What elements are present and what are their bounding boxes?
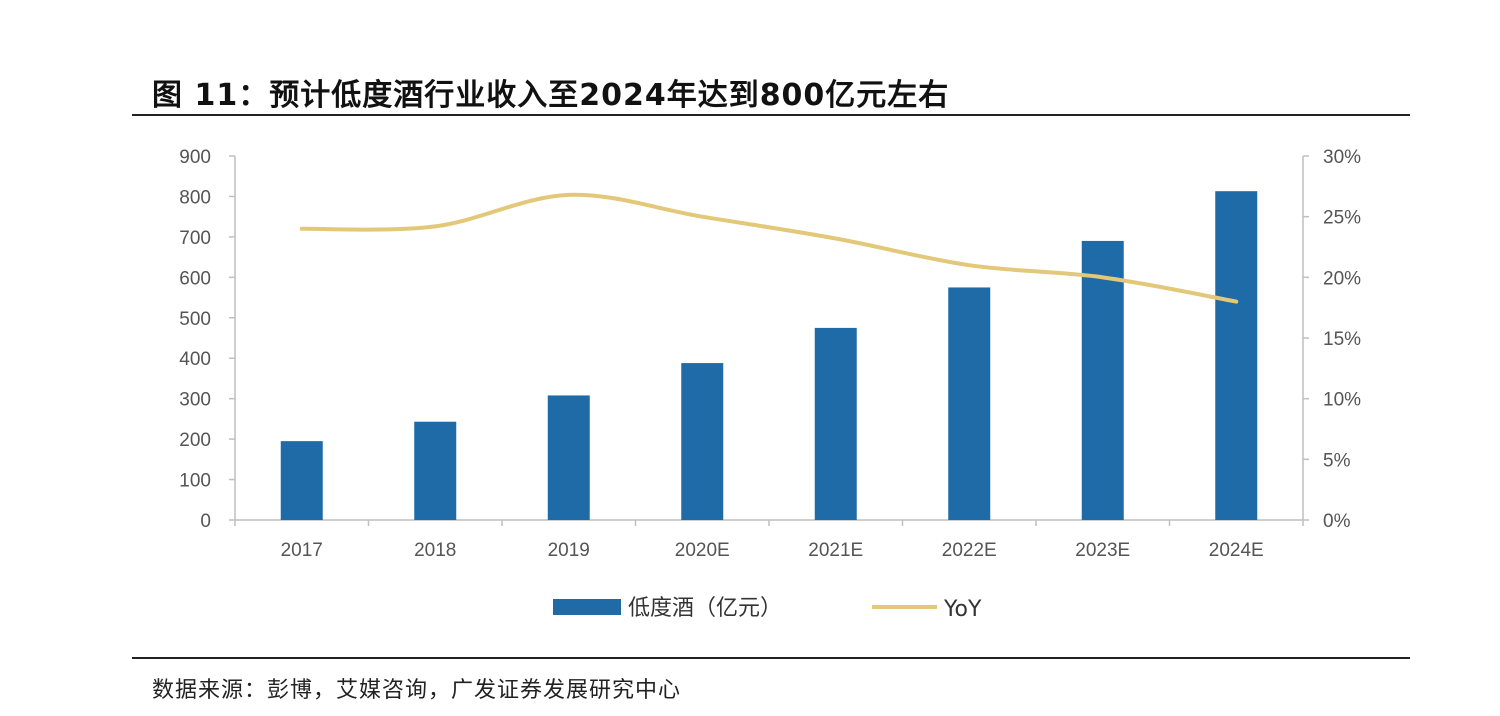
bar-2022E [948,287,991,520]
left-tick-label: 400 [179,349,211,370]
bar-2020E [681,363,724,520]
bar-2019 [547,395,590,520]
x-tick-label: 2020E [675,540,730,561]
legend-bar-swatch [553,599,621,615]
right-tick-label: 10% [1323,390,1361,411]
right-tick-label: 5% [1323,450,1351,471]
left-tick-label: 100 [179,471,211,492]
right-axis-ticks: 0% 5% 10% 15% 20% 25% 30% [1303,147,1361,532]
left-tick-label: 600 [179,268,211,289]
x-tick-label: 2022E [942,540,997,561]
left-tick-label: 200 [179,430,211,451]
legend: 低度酒（亿元） YoY [553,596,982,622]
right-tick-label: 30% [1323,147,1361,168]
bars [280,191,1258,521]
left-axis-ticks: 0 100 200 300 400 500 600 700 800 900 [179,147,235,532]
title-rule [132,114,1410,116]
bar-2024E [1215,191,1258,521]
x-tick-label: 2024E [1209,540,1264,561]
right-tick-label: 20% [1323,268,1361,289]
bar-2017 [280,441,323,520]
axes [234,156,1304,521]
right-tick-label: 25% [1323,208,1361,229]
x-tick-label: 2023E [1075,540,1130,561]
left-tick-label: 900 [179,147,211,168]
yoy-line [299,192,1239,304]
left-tick-label: 0 [200,511,211,532]
figure-title: 图 11：预计低度酒行业收入至2024年达到800亿元左右 [152,78,950,113]
left-tick-label: 300 [179,390,211,411]
x-tick-label: 2017 [281,540,323,561]
right-tick-label: 0% [1323,511,1351,532]
source-rule [132,657,1410,659]
x-tick-label: 2019 [548,540,590,561]
left-tick-label: 500 [179,309,211,330]
yoy-line-group [299,192,1239,304]
x-tick-label: 2018 [414,540,456,561]
left-tick-label: 800 [179,187,211,208]
legend-line-label: YoY [943,597,982,622]
bar-2023E [1081,240,1124,520]
source-note: 数据来源：彭博，艾媒咨询，广发证券发展研究中心 [152,678,682,703]
legend-bar-label: 低度酒（亿元） [628,596,782,621]
x-tick-label: 2021E [808,540,863,561]
left-tick-label: 700 [179,228,211,249]
x-axis-ticks: 2017 2018 2019 2020E 2021E 2022E 2023E 2024E [234,520,1304,561]
bar-2018 [414,421,457,520]
right-tick-label: 15% [1323,329,1361,350]
bar-2021E [814,327,857,520]
